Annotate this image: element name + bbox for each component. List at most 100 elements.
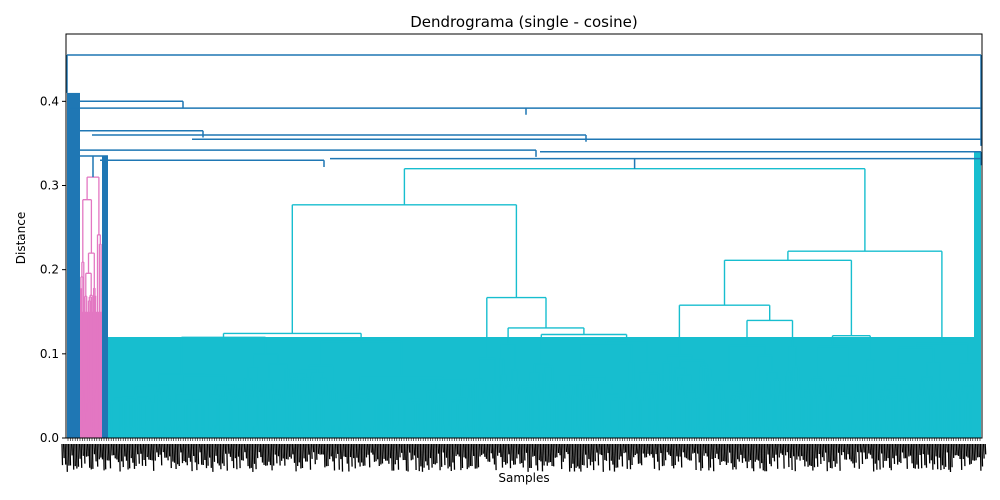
x-tick-label: [352, 443, 355, 459]
x-tick-label: [160, 443, 163, 466]
x-tick-label: [829, 443, 832, 469]
x-tick-label: [674, 443, 676, 466]
x-tick-label: [739, 443, 742, 455]
x-tick-label: [813, 443, 816, 468]
x-tick-label: [381, 443, 384, 464]
x-tick-label: [429, 443, 432, 459]
x-tick-label: [408, 443, 411, 453]
x-tick-label: [902, 443, 905, 459]
x-tick-label: [219, 443, 222, 470]
x-tick-label: [701, 443, 704, 469]
x-tick-label: [744, 443, 747, 462]
x-tick-label: [75, 443, 78, 469]
x-tick-label: [450, 443, 452, 472]
x-tick-label: [251, 443, 254, 472]
x-tick-label: [544, 443, 547, 462]
x-tick-label: [885, 443, 888, 461]
x-tick-label: [565, 443, 568, 453]
x-axis: [61, 438, 987, 472]
x-tick-label: [610, 443, 612, 461]
x-tick-label: [648, 443, 651, 456]
x-tick-label: [867, 443, 870, 454]
x-tick-label: [909, 443, 912, 456]
x-tick-label: [802, 443, 804, 460]
x-tick-label: [85, 443, 88, 457]
x-tick-label: [741, 443, 744, 463]
x-tick-label: [974, 443, 977, 461]
x-tick-label: [117, 443, 120, 463]
x-tick-label: [438, 443, 441, 471]
x-tick-label: [629, 443, 632, 470]
x-tick-label: [765, 443, 768, 472]
x-tick-label: [803, 443, 806, 467]
x-tick-label: [366, 443, 369, 455]
x-tick-label: [818, 443, 820, 455]
x-tick-label: [110, 443, 113, 456]
x-tick-label: [707, 443, 710, 471]
x-tick-label: [954, 443, 956, 456]
x-tick-label: [82, 443, 84, 456]
x-tick-label: [342, 443, 345, 457]
x-tick-label: [854, 443, 857, 463]
x-tick-label: [422, 443, 425, 468]
x-tick-label: [214, 443, 217, 456]
x-tick-label: [258, 443, 260, 453]
x-tick-label: [62, 443, 65, 459]
x-tick-label: [432, 443, 435, 464]
x-tick-label: [418, 443, 420, 472]
x-tick-label: [416, 443, 419, 458]
cluster-cyan-links: [108, 168, 980, 438]
x-tick-label: [421, 443, 424, 472]
x-tick-label: [736, 443, 739, 460]
x-tick-label: [666, 443, 668, 453]
x-tick-label: [501, 443, 504, 468]
x-tick-label: [933, 443, 936, 465]
x-tick-label: [936, 443, 939, 470]
x-tick-label: [272, 443, 275, 466]
x-tick-label: [890, 443, 892, 471]
x-tick-label: [898, 443, 900, 462]
x-tick-label: [912, 443, 915, 469]
x-tick-label: [131, 443, 134, 463]
x-tick-label: [965, 443, 968, 457]
x-tick-label: [150, 443, 153, 461]
x-tick-label: [69, 443, 72, 466]
x-tick-label: [109, 443, 112, 469]
x-tick-label: [411, 443, 414, 460]
x-tick-label: [800, 443, 803, 457]
x-tick-label: [235, 443, 238, 470]
x-tick-label: [757, 443, 760, 461]
x-tick-label: [840, 443, 843, 456]
x-tick-label: [64, 443, 67, 465]
x-tick-label: [459, 443, 462, 471]
x-tick-label: [574, 443, 577, 468]
x-tick-label: [934, 443, 937, 457]
x-tick-label: [832, 443, 835, 462]
x-tick-label: [886, 443, 889, 459]
x-tick-label: [506, 443, 508, 464]
x-tick-label: [357, 443, 360, 463]
x-tick-label: [694, 443, 697, 471]
x-tick-label: [472, 443, 475, 457]
x-tick-label: [146, 443, 148, 458]
x-tick-label: [243, 443, 246, 453]
x-tick-label: [654, 443, 657, 455]
x-tick-label: [475, 443, 478, 469]
x-tick-label: [494, 443, 497, 471]
x-tick-label: [646, 443, 649, 454]
x-tick-label: [118, 443, 121, 472]
x-tick-label: [402, 443, 404, 461]
x-tick-label: [637, 443, 640, 464]
x-tick-label: [819, 443, 822, 465]
x-tick-label: [72, 443, 75, 470]
x-tick-label: [774, 443, 777, 455]
x-tick-label: [157, 443, 160, 458]
x-tick-label: [816, 443, 819, 467]
outlier-leaf-band: [67, 92, 80, 439]
x-tick-label: [158, 443, 161, 455]
x-tick-label: [365, 443, 368, 458]
x-tick-label: [115, 443, 118, 460]
x-tick-label: [947, 443, 950, 470]
x-tick-label: [173, 443, 176, 463]
x-tick-label: [963, 443, 966, 467]
